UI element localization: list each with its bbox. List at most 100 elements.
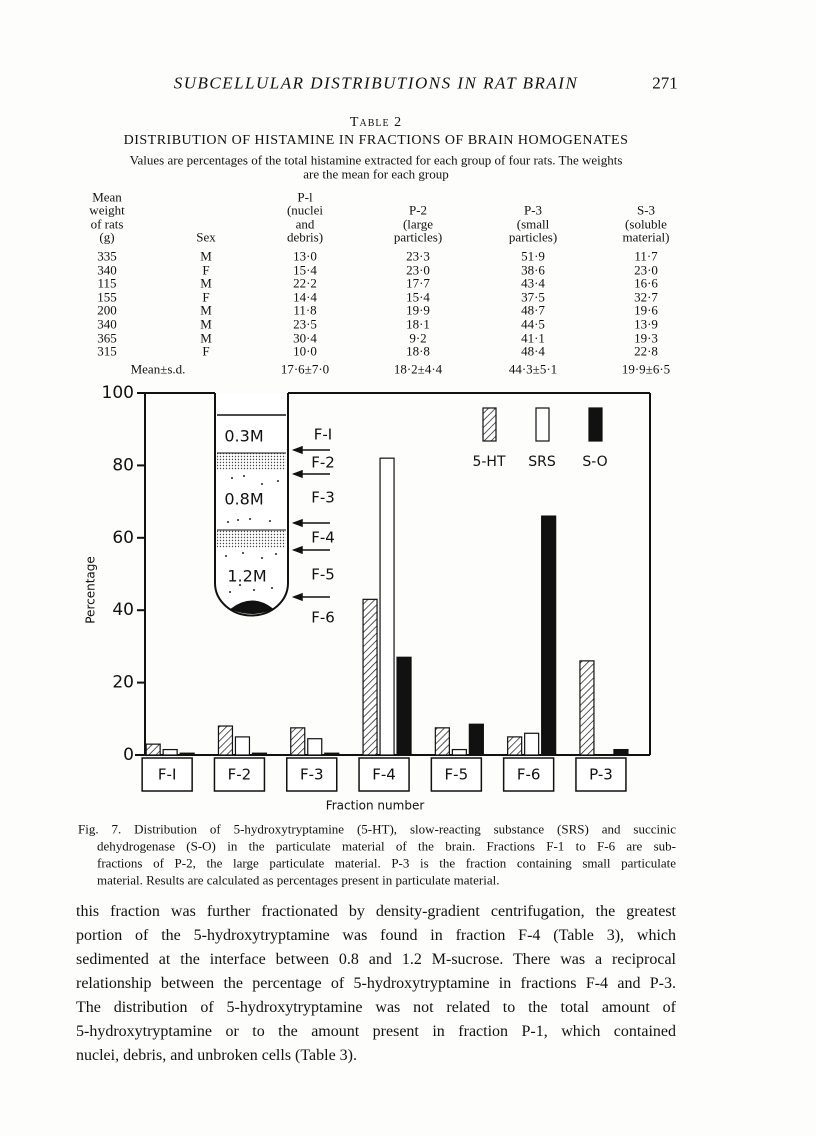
column-header: of rats — [90, 216, 124, 231]
caption-line: Fig. 7. Distribution of 5-hydroxytryptam… — [78, 821, 676, 837]
x-tick-label: F-6 — [517, 766, 541, 784]
table-cell: M — [200, 302, 212, 318]
table-cell: 200 — [97, 302, 117, 318]
y-tick-label: 40 — [112, 600, 134, 620]
table-cell: 23·0 — [406, 262, 430, 278]
table-cell: 23·0 — [634, 262, 658, 278]
table-label: Table 2 — [349, 115, 403, 130]
category-box — [430, 757, 483, 792]
table-cell: 19·9 — [406, 302, 430, 318]
category-box — [286, 757, 338, 792]
table-cell: 365 — [97, 330, 117, 346]
caption-line: fractions of P-2, the large particulate … — [97, 855, 676, 871]
legend-swatch — [482, 407, 497, 442]
table-cell: 340 — [97, 316, 117, 332]
body-line: this fraction was further fractionated b… — [76, 903, 676, 920]
y-tick-label: 100 — [102, 383, 134, 403]
bar — [379, 457, 395, 756]
table-cell: M — [200, 275, 212, 291]
table-cell: 51·9 — [521, 248, 545, 264]
category-box — [358, 757, 410, 792]
tube-fraction-label: F-5 — [311, 566, 335, 584]
y-axis-label: Percentage — [84, 556, 98, 624]
table-note: Values are percentages of the total hist… — [129, 152, 623, 168]
table-cell: 9·2 — [409, 330, 427, 346]
y-tick-label: 80 — [112, 455, 134, 475]
centrifuge-tube — [145, 392, 651, 755]
bar — [613, 748, 629, 756]
caption-line: material. Results are calculated as perc… — [97, 872, 500, 888]
table-cell: 18·8 — [406, 343, 430, 359]
table-cell: 22·2 — [293, 275, 317, 291]
bar — [468, 723, 484, 756]
table-note: are the mean for each group — [303, 166, 449, 182]
column-header: material) — [622, 229, 670, 245]
body-line: sedimented at the interface between 0.8 … — [76, 951, 676, 968]
bar — [434, 727, 450, 756]
bar — [396, 656, 412, 756]
bar — [179, 752, 195, 756]
table-cell: 38·6 — [521, 262, 545, 278]
bar — [290, 727, 306, 756]
table-cell: 44·5 — [521, 316, 545, 332]
body-line: portion of the 5-hydroxytryptamine was f… — [76, 927, 676, 944]
table-cell: 16·6 — [634, 275, 658, 291]
x-tick-label: F-3 — [300, 766, 324, 784]
table-cell: 23·3 — [406, 248, 430, 264]
column-header: P-l — [297, 189, 313, 204]
column-header: P-3 — [523, 202, 543, 218]
bar — [579, 660, 595, 756]
table-cell: F — [202, 262, 210, 278]
body-line: 5-hydroxytryptamine or to the amount pre… — [76, 1023, 676, 1040]
tube-fraction-label: F-4 — [311, 529, 335, 547]
running-title: SUBCELLULAR DISTRIBUTIONS IN RAT BRAIN — [173, 73, 579, 93]
table-cell: 43·4 — [521, 275, 545, 291]
column-header: debris) — [286, 229, 324, 245]
column-header: and — [295, 216, 315, 231]
tube-fraction-label: F-2 — [311, 454, 335, 472]
table-cell: F — [202, 343, 210, 359]
table-cell: 32·7 — [634, 289, 658, 305]
table-cell: 19·6 — [634, 302, 658, 318]
bar — [541, 515, 557, 756]
bar — [451, 748, 467, 756]
y-tick-label: 60 — [112, 528, 134, 548]
column-header: S-3 — [636, 202, 656, 218]
mean-value: 17·6±7·0 — [280, 361, 330, 377]
legend-label: SRS — [528, 454, 556, 470]
bar — [145, 743, 161, 756]
caption-line: dehydrogenase (S-O) in the particulate m… — [97, 838, 676, 854]
bar — [362, 598, 378, 756]
table-cell: 335 — [97, 248, 117, 264]
table-cell: 14·4 — [293, 289, 317, 305]
mean-value: 19·9±6·5 — [621, 361, 671, 377]
bar — [524, 732, 540, 756]
body-line: relationship between the percentage of 5… — [76, 975, 676, 992]
mean-label: Mean±s.d. — [130, 361, 186, 377]
table-cell: 10·0 — [293, 343, 317, 359]
table-cell: 11·7 — [634, 248, 658, 264]
table-cell: M — [200, 316, 212, 332]
table-cell: 115 — [97, 275, 117, 291]
table-cell: 315 — [97, 343, 117, 359]
table-cell: 48·4 — [521, 343, 545, 359]
table-cell: 37·5 — [521, 289, 545, 305]
mean-value: 44·3±5·1 — [508, 361, 558, 377]
tube-medium-label: 0.8M — [224, 490, 263, 509]
legend-swatch — [588, 407, 603, 442]
column-header: P-2 — [408, 202, 428, 218]
table-cell: 15·4 — [293, 262, 317, 278]
tube-fraction-label: F-3 — [311, 489, 335, 507]
column-header: (nuclei — [286, 202, 324, 218]
x-tick-label: F-2 — [228, 766, 252, 784]
column-header: (g) — [99, 229, 115, 245]
legend-label: S-O — [582, 454, 607, 470]
column-header: (small — [516, 216, 550, 231]
x-tick-label: F-I — [158, 766, 176, 784]
body-line: nuclei, debris, and unbroken cells (Tabl… — [76, 1047, 358, 1064]
table-cell: M — [200, 330, 212, 346]
legend-label: 5-HT — [472, 454, 505, 470]
category-box — [213, 757, 266, 792]
table-cell: 13·0 — [293, 248, 317, 264]
tube-medium-label: 0.3M — [224, 427, 263, 446]
